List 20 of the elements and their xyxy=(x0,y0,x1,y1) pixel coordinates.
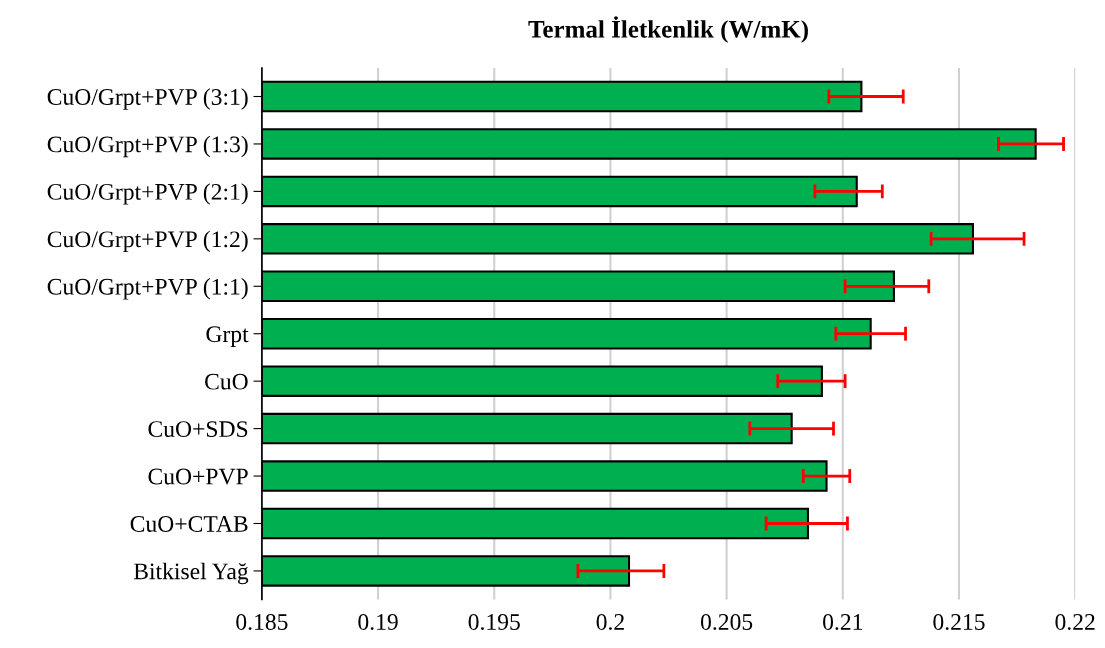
y-tick-label: CuO/Grpt+PVP (1:3) xyxy=(47,135,248,158)
y-tick-label: CuO+SDS xyxy=(148,421,248,438)
x-tick-label: 0.205 xyxy=(700,613,753,631)
x-tick-label: 0.2 xyxy=(596,613,624,631)
y-tick-label: CuO/Grpt+PVP (2:1) xyxy=(47,183,248,205)
x-tick-label: 0.21 xyxy=(823,613,863,631)
chart-title: Termal İletkenlik (W/mK) xyxy=(528,16,808,43)
y-tick-label: Bitkisel Yağ xyxy=(133,562,249,585)
y-tick-label: CuO xyxy=(205,373,248,390)
y-tick-label: CuO+PVP xyxy=(148,468,248,485)
y-tick-label: CuO/Grpt+PVP (1:1) xyxy=(47,278,248,300)
x-tick-label: 0.22 xyxy=(1055,613,1095,631)
y-tick-label: CuO+CTAB xyxy=(130,516,248,532)
y-tick-label: Grpt xyxy=(206,326,249,347)
x-tick-label: 0.215 xyxy=(933,613,985,631)
x-tick-label: 0.19 xyxy=(358,613,398,631)
y-tick-label: CuO/Grpt+PVP (3:1) xyxy=(47,88,248,110)
x-tick-label: 0.185 xyxy=(236,613,288,631)
y-tick-label: CuO/Grpt+PVP (1:2) xyxy=(47,230,248,253)
x-tick-label: 0.195 xyxy=(468,613,520,631)
